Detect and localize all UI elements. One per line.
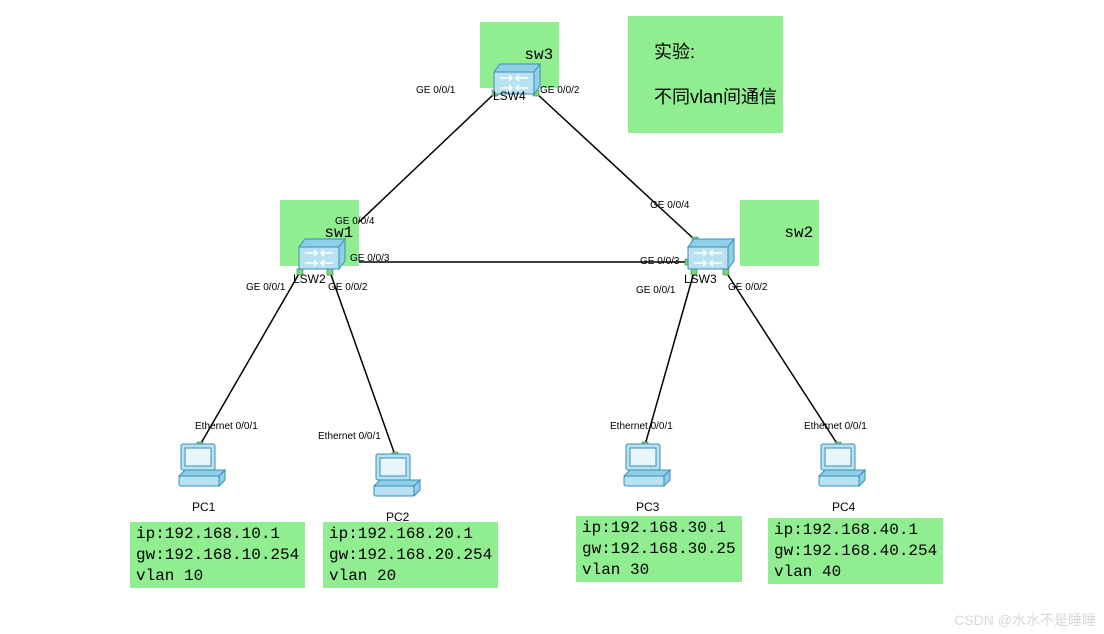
pc2-ip: ip:192.168.20.1: [329, 525, 473, 543]
sw2-hostname: LSW3: [684, 272, 717, 286]
port-label: GE 0/0/1: [246, 282, 285, 293]
sw3-hostname: LSW4: [493, 89, 526, 103]
pc4-vlan: vlan 40: [774, 563, 841, 581]
pc3-name: PC3: [636, 500, 659, 514]
watermark: CSDN @水水不是睡睡: [954, 610, 1096, 630]
pc4-name: PC4: [832, 500, 855, 514]
pc1-ip: ip:192.168.10.1: [136, 525, 280, 543]
pc1-gw: gw:192.168.10.254: [136, 546, 299, 564]
pc1-vlan: vlan 10: [136, 567, 203, 585]
link-sw1-pc1: [200, 272, 300, 445]
title-line1: 实验:: [654, 42, 695, 62]
device-pc3[interactable]: [620, 440, 672, 501]
port-label: Ethernet 0/0/1: [610, 421, 673, 432]
pc1-info: ip:192.168.10.1 gw:192.168.10.254 vlan 1…: [130, 522, 305, 588]
port-label: GE 0/0/2: [328, 282, 367, 293]
title-line2: 不同vlan间通信: [654, 87, 777, 107]
port-label: GE 0/0/4: [650, 200, 689, 211]
pc-icon: [370, 450, 422, 506]
pc3-gw: gw:192.168.30.25: [582, 540, 736, 558]
device-pc1[interactable]: [175, 440, 227, 501]
port-label: Ethernet 0/0/1: [804, 421, 867, 432]
experiment-title: 实验: 不同vlan间通信: [628, 16, 783, 133]
device-pc4[interactable]: [815, 440, 867, 501]
device-pc2[interactable]: [370, 450, 422, 511]
pc4-ip: ip:192.168.40.1: [774, 521, 918, 539]
pc-icon: [815, 440, 867, 496]
port-label: GE 0/0/1: [636, 285, 675, 296]
link-sw2-pc3: [645, 272, 694, 445]
pc-icon: [175, 440, 227, 496]
pc3-vlan: vlan 30: [582, 561, 649, 579]
pc1-name: PC1: [192, 500, 215, 514]
sw2-name-label: sw2: [740, 200, 819, 266]
port-label: GE 0/0/3: [640, 256, 679, 267]
pc2-info: ip:192.168.20.1 gw:192.168.20.254 vlan 2…: [323, 522, 498, 588]
pc3-info: ip:192.168.30.1 gw:192.168.30.25 vlan 30: [576, 516, 742, 582]
sw2-name: sw2: [784, 224, 813, 242]
port-label: GE 0/0/1: [416, 85, 455, 96]
pc4-gw: gw:192.168.40.254: [774, 542, 937, 560]
link-sw2-pc4: [726, 272, 838, 445]
pc4-info: ip:192.168.40.1 gw:192.168.40.254 vlan 4…: [768, 518, 943, 584]
port-label: GE 0/0/3: [350, 253, 389, 264]
pc-icon: [620, 440, 672, 496]
pc3-ip: ip:192.168.30.1: [582, 519, 726, 537]
topology-canvas: 实验: 不同vlan间通信 sw3 sw1 sw2: [0, 0, 1104, 634]
port-label: GE 0/0/4: [335, 216, 374, 227]
sw1-hostname: LSW2: [293, 272, 326, 286]
pc2-gw: gw:192.168.20.254: [329, 546, 492, 564]
port-label: GE 0/0/2: [728, 282, 767, 293]
link-sw1-pc2: [330, 272, 395, 455]
pc2-vlan: vlan 20: [329, 567, 396, 585]
port-label: Ethernet 0/0/1: [195, 421, 258, 432]
port-label: Ethernet 0/0/1: [318, 431, 381, 442]
port-label: GE 0/0/2: [540, 85, 579, 96]
